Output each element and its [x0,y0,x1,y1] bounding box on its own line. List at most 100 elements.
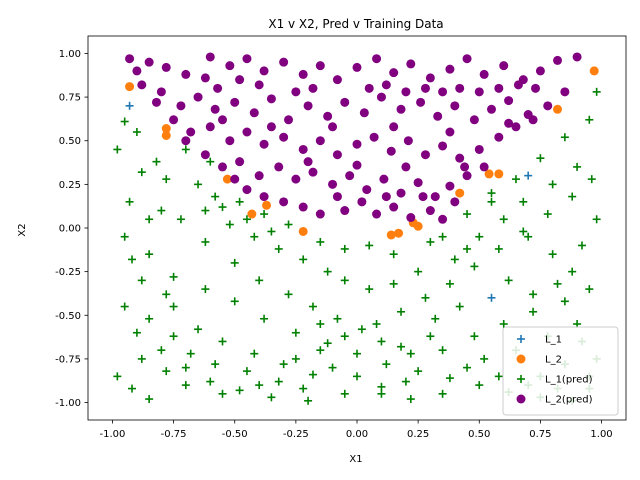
series-0 [125,101,533,302]
data-point [200,150,210,160]
data-point [548,180,557,189]
data-point [511,122,521,132]
x-tick-label: 0.75 [529,429,551,440]
data-point [577,241,586,250]
data-point [499,215,508,224]
data-point [161,130,171,140]
data-point [455,302,464,311]
data-point [531,83,541,93]
data-point [284,290,293,299]
data-point [274,244,283,253]
data-point [587,175,596,184]
data-point [279,57,289,67]
legend-marker [516,394,526,404]
data-point [352,160,362,170]
data-point [145,395,154,404]
data-point [474,144,484,154]
data-point [303,101,313,111]
data-point [425,206,435,216]
legend-label: L_2 [545,355,562,366]
data-point [438,346,447,355]
data-point [573,162,582,171]
data-point [475,381,484,390]
data-point [535,66,545,76]
data-point [560,87,570,97]
data-point [328,363,337,372]
x-tick-label: 0.50 [468,429,490,440]
data-point [553,55,563,65]
data-point [137,168,146,177]
data-point [201,206,210,215]
data-point [162,175,171,184]
data-point [151,97,161,107]
data-point [157,346,166,355]
data-point [137,276,146,285]
data-point [499,61,509,71]
data-point [315,61,325,71]
data-point [480,354,489,363]
data-point [340,206,350,216]
data-point [211,360,220,369]
data-point [413,178,423,188]
data-point [445,374,454,383]
data-point [120,302,129,311]
data-point [470,332,479,341]
data-point [401,377,410,386]
data-point [504,118,514,128]
data-point [352,62,362,72]
data-point [169,302,178,311]
data-point [406,213,416,223]
data-point [218,337,227,346]
legend-label: L_2(pred) [545,395,593,406]
data-point [413,221,423,231]
data-point [332,150,342,160]
x-tick-label: 1.00 [590,429,612,440]
data-point [487,197,496,206]
data-point [152,157,161,166]
data-point [499,320,508,328]
data-point [128,255,137,264]
data-point [298,226,308,236]
data-point [445,279,454,288]
data-point [308,83,318,93]
data-point [291,328,300,337]
data-point [340,97,350,107]
data-point [120,232,129,241]
legend-label: L_1(pred) [545,375,593,386]
data-point [420,83,430,93]
data-point [560,297,569,306]
data-point [308,302,317,311]
data-point [372,209,382,219]
data-point [206,157,215,166]
x-tick-label: 0.25 [407,429,429,440]
data-point [250,232,259,241]
data-point [592,87,601,96]
data-point [379,174,389,184]
data-point [181,381,190,390]
data-point [132,66,142,76]
data-point [504,276,513,285]
data-point [210,104,220,114]
data-point [328,179,338,189]
data-point [494,244,503,253]
data-point [250,349,259,358]
data-point [372,54,382,64]
data-point [568,267,577,276]
data-point [560,133,569,142]
y-tick-label: 0.75 [59,93,81,104]
data-point [438,389,447,398]
data-point [299,255,308,264]
data-point [132,128,141,136]
data-point [242,185,252,195]
data-point [298,202,308,212]
data-point [161,62,171,72]
data-point [267,227,276,236]
data-point [418,192,428,202]
data-point [381,80,391,90]
data-point [536,154,545,163]
data-point [426,237,435,246]
y-tick-label: 1.00 [59,49,81,60]
data-point [433,111,443,121]
data-point [463,210,472,219]
data-point [484,169,494,179]
